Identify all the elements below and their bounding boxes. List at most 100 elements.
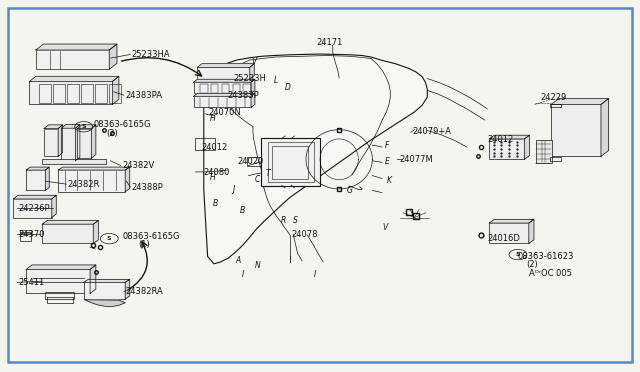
Text: 25233H: 25233H (234, 74, 267, 83)
Text: 08363-6165G: 08363-6165G (122, 232, 180, 241)
Polygon shape (524, 135, 529, 159)
Bar (109, 84, 121, 103)
Text: F: F (385, 141, 390, 151)
Text: D: D (285, 83, 291, 92)
Polygon shape (489, 135, 529, 139)
Polygon shape (93, 221, 99, 243)
Text: A: A (236, 256, 241, 265)
Text: R: R (280, 216, 285, 225)
Polygon shape (77, 125, 96, 129)
Polygon shape (92, 125, 96, 158)
Text: (1): (1) (138, 240, 150, 250)
Text: 24012: 24012 (487, 135, 513, 144)
Bar (95, 84, 107, 103)
Text: E: E (385, 157, 390, 166)
Bar (84, 282, 125, 299)
Bar (36, 50, 109, 69)
Text: I: I (241, 270, 244, 279)
Bar (44, 129, 58, 156)
Bar (272, 146, 308, 179)
Text: 24079+A: 24079+A (413, 126, 452, 136)
Text: 24020: 24020 (237, 157, 263, 166)
Text: 25411: 25411 (19, 278, 45, 287)
Text: J: J (232, 185, 234, 194)
Text: 08363-61623: 08363-61623 (518, 252, 574, 261)
Bar (13, 199, 52, 218)
Bar (536, 140, 552, 163)
Text: H: H (209, 114, 215, 123)
Text: 24077M: 24077M (400, 155, 433, 164)
Bar (77, 129, 92, 158)
Polygon shape (26, 265, 96, 269)
Text: 08363-6165G: 08363-6165G (93, 121, 151, 129)
Bar (67, 84, 79, 103)
Polygon shape (58, 125, 63, 156)
Text: 24370: 24370 (19, 230, 45, 239)
Polygon shape (13, 195, 56, 199)
Text: I: I (314, 270, 316, 279)
Polygon shape (251, 93, 255, 108)
Text: 24012: 24012 (202, 142, 228, 151)
Polygon shape (529, 219, 534, 243)
Text: B: B (212, 199, 218, 208)
Bar (197, 67, 250, 79)
Text: H: H (209, 173, 215, 182)
Bar (193, 82, 251, 93)
Polygon shape (193, 79, 255, 82)
Bar (221, 84, 229, 93)
Polygon shape (29, 76, 119, 81)
Polygon shape (45, 167, 49, 190)
Polygon shape (44, 125, 63, 129)
Bar (246, 157, 260, 166)
Text: 25233HA: 25233HA (132, 50, 170, 59)
Bar (42, 224, 93, 243)
Text: B: B (240, 206, 245, 215)
Polygon shape (113, 76, 119, 105)
Bar (211, 84, 218, 93)
Text: S: S (81, 124, 86, 129)
Bar (45, 292, 74, 299)
Bar (200, 84, 207, 93)
Polygon shape (58, 167, 130, 170)
Text: 24078: 24078 (291, 230, 318, 240)
Bar (53, 84, 65, 103)
Polygon shape (42, 221, 99, 224)
Text: T: T (266, 169, 270, 178)
Text: 24382V: 24382V (122, 161, 154, 170)
Bar (26, 269, 90, 294)
Polygon shape (76, 125, 80, 161)
Bar (489, 223, 529, 243)
Bar (261, 138, 320, 186)
Text: K: K (387, 176, 392, 185)
Bar (243, 84, 251, 93)
Polygon shape (36, 44, 117, 50)
Polygon shape (26, 167, 49, 170)
Text: (2): (2) (106, 128, 118, 138)
Bar (20, 230, 31, 234)
Text: L: L (274, 76, 278, 85)
Text: 24383P: 24383P (227, 91, 259, 100)
Text: S: S (516, 252, 520, 257)
Polygon shape (489, 219, 534, 223)
Text: 24383PA: 24383PA (125, 91, 162, 100)
Text: S: S (293, 216, 298, 225)
Polygon shape (193, 93, 255, 96)
Bar (489, 139, 524, 159)
Text: 24388P: 24388P (132, 183, 163, 192)
Bar (39, 84, 51, 103)
Bar (268, 142, 314, 182)
Text: N: N (255, 261, 260, 270)
Bar (29, 81, 113, 105)
Text: V: V (383, 223, 388, 232)
Polygon shape (85, 300, 125, 307)
Polygon shape (250, 64, 254, 79)
Bar (195, 138, 214, 150)
Bar (551, 105, 601, 156)
Bar (26, 170, 45, 190)
Text: 24016D: 24016D (487, 234, 520, 243)
Text: 24080: 24080 (204, 168, 230, 177)
Text: V: V (251, 57, 256, 66)
Text: 24236P: 24236P (19, 204, 50, 213)
Polygon shape (251, 79, 255, 93)
Text: AᴼʳOC 005: AᴼʳOC 005 (529, 269, 572, 278)
